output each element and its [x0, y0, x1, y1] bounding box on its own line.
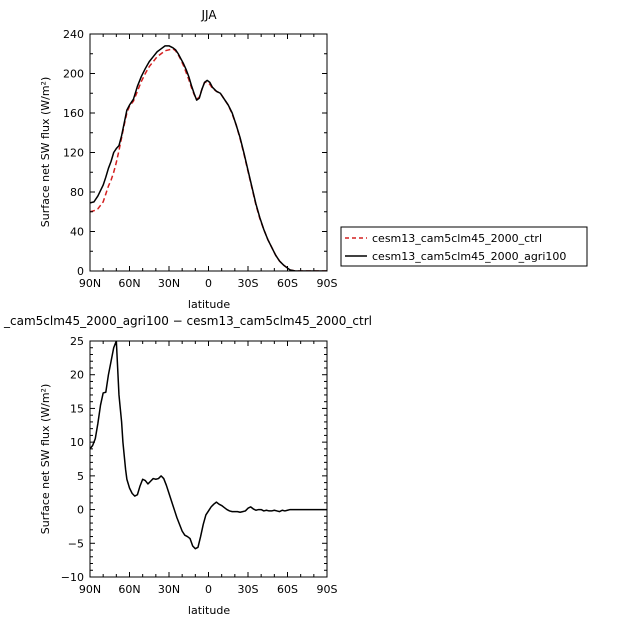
bottom-x-tick-label: 30N — [158, 583, 180, 596]
top-y-tick-label: 160 — [63, 107, 84, 120]
top-x-tick-label: 30N — [158, 277, 180, 290]
bottom-chart: _cam5clm45_2000_agri100 − cesm13_cam5clm… — [3, 314, 372, 617]
top-y-axis-label: Surface net SW flux (W/m²) — [39, 77, 52, 228]
bottom-y-tick-label: 25 — [70, 335, 84, 348]
bottom-x-tick-label: 90N — [79, 583, 101, 596]
bottom-y-tick-label: −10 — [61, 571, 84, 584]
bottom-x-tick-label: 60N — [118, 583, 140, 596]
bottom-y-tick-label: 10 — [70, 436, 84, 449]
bottom-x-tick-label: 30S — [238, 583, 259, 596]
top-y-tick-label: 40 — [70, 226, 84, 239]
legend: cesm13_cam5clm45_2000_ctrl cesm13_cam5cl… — [340, 226, 588, 267]
bottom-x-tick-label: 90S — [317, 583, 338, 596]
top-plot-frame — [89, 33, 328, 272]
bottom-y-tick-label: 15 — [70, 402, 84, 415]
top-y-tick-label: 240 — [63, 28, 84, 41]
top-series-line-1 — [90, 45, 327, 271]
top-chart-title: JJA — [200, 8, 217, 22]
bottom-x-tick-label: 60S — [277, 583, 298, 596]
bottom-y-tick-label: 20 — [70, 369, 84, 382]
top-y-tick-label: 200 — [63, 68, 84, 81]
bottom-x-tick-label: 0 — [205, 583, 212, 596]
bottom-plot-frame — [89, 340, 328, 578]
bottom-y-tick-label: 0 — [77, 504, 84, 517]
bottom-y-tick-label: 5 — [77, 470, 84, 483]
legend-box — [340, 226, 588, 267]
bottom-y-axis-label: Surface net SW flux (W/m²) — [39, 384, 52, 535]
top-x-tick-label: 60S — [277, 277, 298, 290]
top-x-tick-label: 90S — [317, 277, 338, 290]
bottom-series-line-0 — [90, 341, 327, 550]
top-y-tick-label: 120 — [63, 147, 84, 160]
top-x-tick-label: 30S — [238, 277, 259, 290]
bottom-chart-title: _cam5clm45_2000_agri100 − cesm13_cam5clm… — [3, 314, 372, 328]
top-y-tick-label: 0 — [77, 265, 84, 278]
top-y-tick-label: 80 — [70, 186, 84, 199]
top-x-tick-label: 60N — [118, 277, 140, 290]
legend-label-agri100: cesm13_cam5clm45_2000_agri100 — [372, 250, 566, 263]
top-x-tick-label: 90N — [79, 277, 101, 290]
top-x-axis-label: latitude — [188, 298, 230, 311]
bottom-x-axis-label: latitude — [188, 604, 230, 617]
bottom-y-tick-label: −5 — [68, 537, 84, 550]
legend-label-ctrl: cesm13_cam5clm45_2000_ctrl — [372, 232, 542, 245]
top-chart: JJA 90N 60N 30N 0 30S 60S 90S 0 40 80 120 160 200 240… — [39, 8, 338, 311]
top-x-tick-label: 0 — [205, 277, 212, 290]
